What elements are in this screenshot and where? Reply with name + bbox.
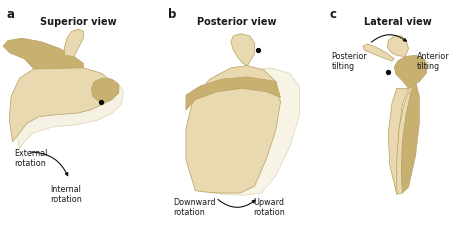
Polygon shape <box>195 68 300 195</box>
Text: Posterior
tilting: Posterior tilting <box>331 52 367 71</box>
Text: Downward
rotation: Downward rotation <box>173 198 216 217</box>
Text: c: c <box>329 8 336 21</box>
Text: b: b <box>168 8 177 21</box>
Polygon shape <box>64 29 83 57</box>
Text: a: a <box>6 8 14 21</box>
Polygon shape <box>91 78 119 104</box>
Text: Upward
rotation: Upward rotation <box>254 198 285 217</box>
Polygon shape <box>387 36 409 57</box>
Polygon shape <box>9 64 112 142</box>
Text: Lateral view: Lateral view <box>364 17 431 27</box>
Text: External
rotation: External rotation <box>14 149 47 168</box>
Polygon shape <box>388 88 409 194</box>
Text: Anterior
tilting: Anterior tilting <box>417 52 449 71</box>
Polygon shape <box>3 38 83 69</box>
Polygon shape <box>186 65 281 193</box>
Text: Superior view: Superior view <box>40 17 117 27</box>
Polygon shape <box>186 77 281 110</box>
Text: Internal
rotation: Internal rotation <box>50 185 82 204</box>
Polygon shape <box>397 79 415 194</box>
Text: Posterior view: Posterior view <box>197 17 277 27</box>
Polygon shape <box>394 55 428 88</box>
Polygon shape <box>231 34 255 65</box>
Polygon shape <box>363 44 394 61</box>
Polygon shape <box>15 70 124 149</box>
Polygon shape <box>401 79 419 193</box>
